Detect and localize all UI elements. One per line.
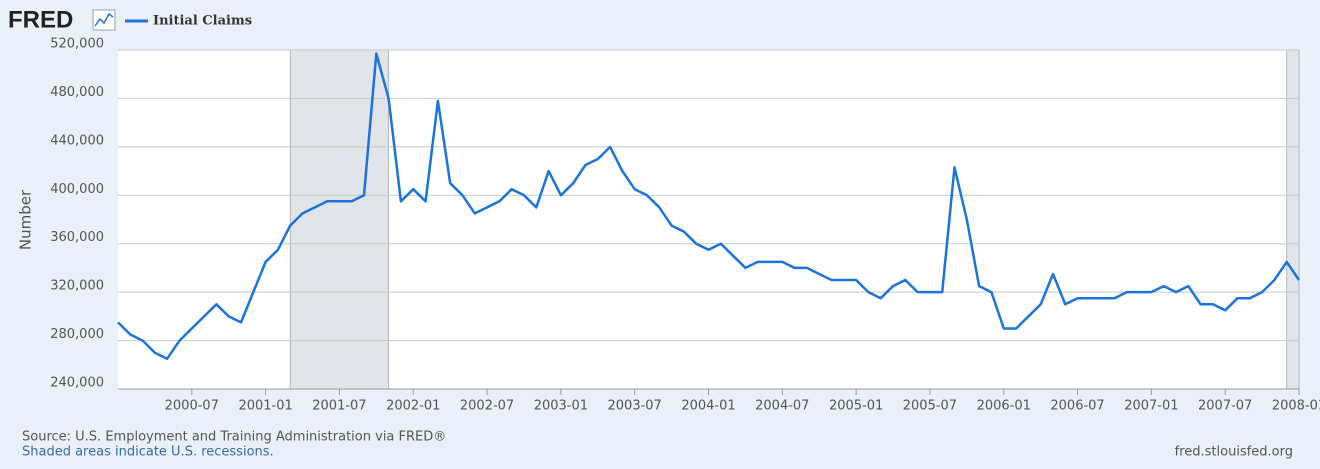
y-axis-label: Number: [17, 189, 35, 250]
recession-shade: [1286, 49, 1300, 390]
x-tick-label: 2008-01: [1272, 399, 1320, 414]
site: fred.stlouisfed.org: [1175, 445, 1293, 460]
x-tick-label: 2004-07: [755, 399, 809, 414]
logo-icon-line: [94, 12, 114, 27]
logo: FRED: [8, 6, 73, 33]
x-tick-label: 2002-01: [386, 399, 440, 414]
y-tick-label: 440,000: [50, 133, 104, 148]
y-tick-label: 480,000: [50, 85, 104, 100]
x-tick-label: 2003-07: [608, 399, 662, 414]
x-tick-label: 2000-07: [165, 399, 219, 414]
recession-note: Shaded areas indicate U.S. recessions.: [22, 445, 274, 460]
data-line: [117, 52, 1301, 360]
source: Source: U.S. Employment and Training Adm…: [22, 430, 446, 445]
x-tick-label: 2007-07: [1198, 399, 1252, 414]
x-tick-label: 2005-01: [829, 399, 883, 414]
y-tick-label: 520,000: [50, 37, 104, 52]
recession-shade: [289, 49, 390, 390]
y-tick-label: 360,000: [50, 230, 104, 245]
y-tick-label: 280,000: [50, 327, 104, 342]
logo-icon: [92, 9, 116, 31]
x-tick-label: 2005-07: [903, 399, 957, 414]
y-tick-label: 240,000: [50, 376, 104, 391]
y-tick-label: 400,000: [50, 182, 104, 197]
x-tick-label: 2004-01: [681, 399, 735, 414]
legend-label: Initial Claims: [153, 14, 252, 29]
x-tick-label: 2007-01: [1124, 399, 1178, 414]
x-tick-label: 2002-07: [460, 399, 514, 414]
x-tick-label: 2006-07: [1050, 399, 1104, 414]
x-tick-label: 2006-01: [977, 399, 1031, 414]
y-tick-label: 320,000: [50, 279, 104, 294]
plot: 240,000 280,000 320,000 360,000 400,000 440,0…: [50, 37, 1320, 414]
x-tick-label: 2001-01: [238, 399, 292, 414]
x-tick-label: 2003-01: [534, 399, 588, 414]
x-tick-label: 2001-07: [312, 399, 366, 414]
